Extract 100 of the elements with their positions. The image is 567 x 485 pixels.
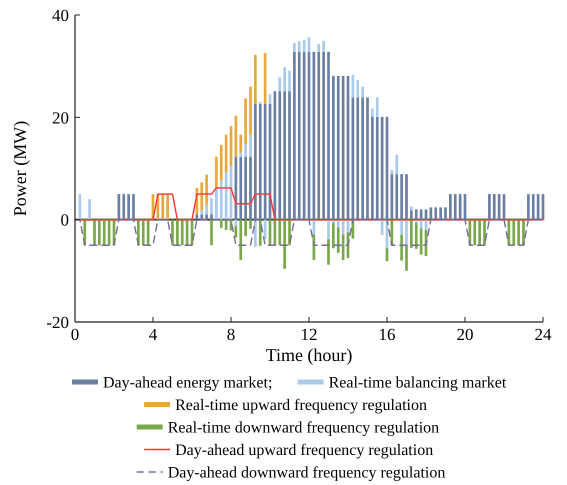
bar	[336, 76, 340, 220]
y-tick-label: 20	[52, 108, 69, 128]
bar	[264, 104, 266, 220]
bar	[210, 198, 213, 215]
legend-label: Real-time downward frequency regulation	[168, 420, 440, 437]
bar	[205, 174, 208, 205]
bar	[190, 220, 194, 246]
bar	[244, 220, 247, 236]
bar	[458, 194, 462, 220]
bar	[327, 239, 330, 265]
bar	[93, 220, 96, 246]
bar	[288, 91, 291, 220]
bar	[196, 214, 198, 220]
bar	[283, 67, 286, 92]
bar	[224, 134, 228, 173]
bar	[361, 86, 364, 98]
bar	[424, 220, 428, 230]
bar	[308, 52, 310, 220]
bar	[288, 70, 291, 92]
legend-label: Day-ahead energy market;	[103, 374, 272, 392]
y-axis-title: Power (MW)	[10, 120, 30, 216]
bar	[322, 41, 325, 52]
bar	[454, 194, 457, 220]
bar	[293, 52, 296, 220]
y-tick-label: -20	[46, 312, 69, 332]
bar	[98, 220, 101, 246]
x-tick-label: 8	[226, 325, 236, 344]
bar	[230, 126, 232, 166]
x-axis-title: Time (hour)	[266, 345, 352, 365]
bar	[234, 220, 238, 226]
bar	[244, 156, 247, 220]
bar	[376, 97, 379, 117]
bar	[352, 74, 354, 98]
bar	[532, 194, 535, 220]
bar	[258, 104, 262, 220]
bar	[390, 170, 394, 174]
legend-label: Real-time upward frequency regulation	[175, 397, 428, 414]
bar	[536, 194, 540, 220]
bar	[380, 116, 384, 220]
bar	[352, 97, 354, 220]
bar	[405, 245, 408, 271]
bar	[371, 116, 374, 220]
bar	[200, 210, 204, 215]
bar	[220, 220, 223, 228]
x-tick-label: 4	[148, 325, 158, 344]
bar	[244, 98, 247, 144]
bar	[410, 206, 413, 210]
bar	[356, 80, 360, 98]
bar	[88, 199, 91, 220]
bar	[254, 54, 257, 104]
bar	[302, 52, 306, 220]
bar	[327, 220, 330, 240]
bar	[249, 156, 252, 220]
bar	[322, 52, 325, 220]
y-tick-label: 0	[60, 210, 69, 230]
bar	[492, 194, 496, 220]
bar	[424, 209, 428, 220]
bar	[268, 104, 272, 220]
bar	[254, 104, 257, 220]
legend-label: Real-time balancing market	[328, 374, 507, 392]
x-tick-label: 24	[534, 325, 552, 344]
bar	[366, 97, 369, 220]
bar	[390, 174, 394, 220]
bar	[342, 76, 344, 220]
bar	[278, 91, 282, 220]
bar	[122, 194, 126, 220]
bar	[342, 234, 344, 260]
bar	[308, 38, 310, 52]
bar	[317, 52, 320, 220]
bar	[302, 40, 306, 52]
bar	[449, 194, 452, 220]
bar	[332, 76, 335, 220]
bar	[473, 220, 476, 246]
bar	[215, 188, 218, 220]
bar	[249, 134, 252, 157]
bar	[498, 194, 500, 220]
bar	[249, 86, 252, 135]
bar	[118, 194, 120, 220]
bar	[356, 97, 360, 220]
legend-label: Day-ahead upward frequency regulation	[175, 442, 434, 460]
bar	[420, 228, 422, 254]
bar	[210, 214, 213, 220]
bar	[376, 116, 379, 220]
bar	[386, 116, 388, 220]
bar	[371, 108, 374, 117]
bar	[405, 174, 408, 220]
bar	[220, 144, 223, 181]
bar	[268, 94, 272, 104]
bar	[239, 220, 242, 260]
bar	[278, 77, 282, 92]
bar	[230, 166, 232, 220]
bar	[234, 116, 238, 157]
bar	[283, 91, 286, 220]
y-tick-label: 40	[52, 6, 69, 25]
x-tick-label: 20	[456, 325, 474, 344]
bar	[127, 194, 130, 220]
bar	[405, 220, 408, 246]
bar	[400, 174, 403, 220]
bar	[395, 154, 398, 174]
bar	[239, 152, 242, 157]
